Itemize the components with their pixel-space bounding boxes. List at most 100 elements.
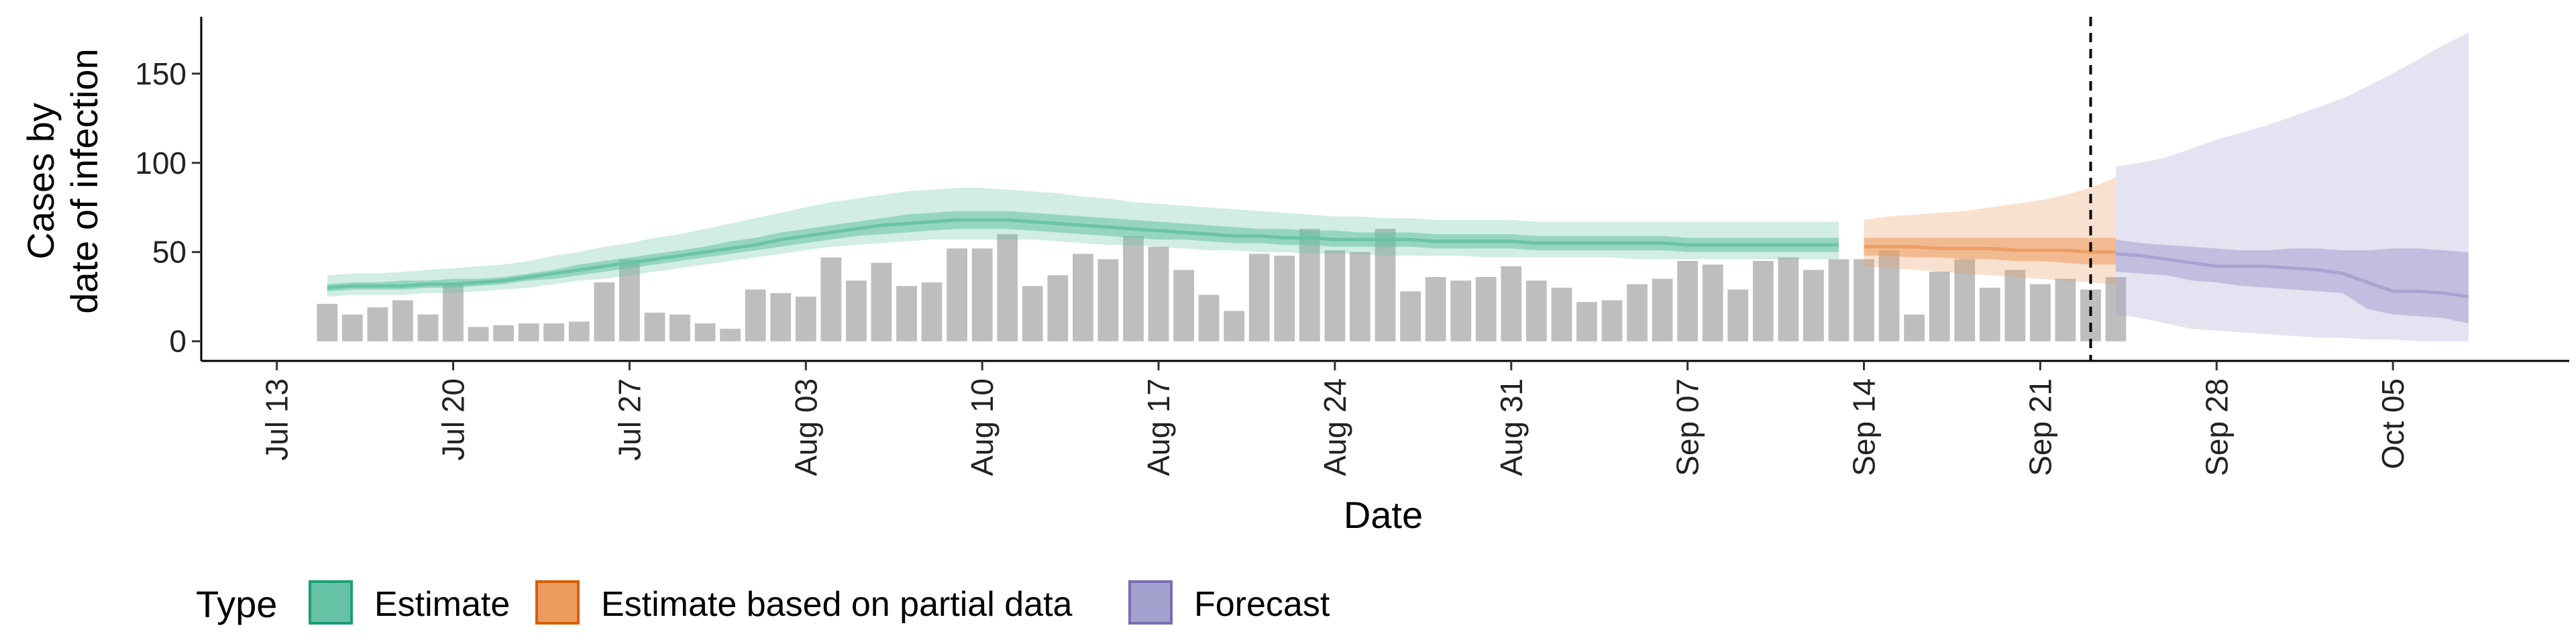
x-tick-label: Sep 07: [1670, 378, 1705, 476]
estimate-outer-band: [327, 188, 1839, 297]
case-bar: [468, 327, 489, 341]
case-bar: [896, 286, 917, 341]
case-bar: [392, 300, 413, 341]
case-bar: [997, 234, 1018, 341]
forecast-median-line: [2115, 252, 2469, 299]
case-bar: [1097, 259, 1119, 341]
legend-label: Forecast: [1194, 585, 1330, 624]
case-bar: [1425, 277, 1446, 341]
case-bar: [846, 280, 867, 341]
case-bar: [1904, 314, 1925, 341]
forecast-inner-band: [2116, 239, 2469, 324]
case-bar: [1400, 291, 1421, 341]
case-bar: [1248, 254, 1270, 341]
case-bar: [1778, 257, 1799, 341]
case-bar: [2105, 277, 2127, 341]
case-bar: [1929, 272, 1950, 341]
x-tick-label: Sep 14: [1847, 378, 1882, 476]
case-bar: [1475, 277, 1497, 341]
case-bar: [1198, 294, 1220, 341]
case-bar: [443, 284, 464, 341]
case-bar: [770, 292, 792, 341]
x-tick-label: Jul 13: [260, 378, 294, 461]
case-bar: [694, 323, 716, 341]
case-bar: [1878, 250, 1900, 341]
case-bar: [669, 314, 690, 341]
case-bar: [1601, 300, 1623, 341]
case-bar: [317, 303, 338, 341]
case-bar: [2030, 284, 2051, 341]
legend-key: [1128, 580, 1173, 625]
case-bar: [2004, 270, 2026, 341]
case-bar: [1525, 280, 1547, 341]
case-bar: [1450, 280, 1472, 341]
x-tick-label: Oct 05: [2375, 378, 2410, 470]
case-bar: [568, 321, 590, 341]
case-bar: [1073, 254, 1093, 341]
case-bar: [947, 248, 967, 341]
x-axis-title: Date: [1344, 494, 1423, 536]
estimate-based-on-partial-data-inner-band: [1864, 237, 2116, 265]
case-bar: [1324, 250, 1346, 341]
case-bar: [1173, 270, 1194, 341]
case-bar: [745, 289, 766, 341]
case-bar: [1299, 229, 1320, 341]
case-bar: [518, 323, 539, 341]
case-bar: [795, 297, 816, 341]
case-bar: [1727, 289, 1749, 341]
case-bar: [1854, 259, 1874, 341]
case-bar: [1627, 284, 1648, 341]
case-bar: [1576, 302, 1597, 341]
case-bar: [1047, 275, 1069, 341]
x-tick-label: Aug 24: [1318, 378, 1352, 476]
x-tick-label: Sep 21: [2023, 378, 2057, 476]
case-bar: [1501, 266, 1522, 341]
case-bar: [1702, 264, 1723, 341]
case-bar: [871, 262, 892, 341]
case-bar: [493, 325, 514, 341]
y-tick-label: 50: [152, 235, 186, 270]
case-bar: [417, 314, 439, 341]
x-tick-label: Jul 27: [612, 378, 647, 461]
case-bar: [341, 314, 363, 341]
estimate-based-on-partial-data-median-line: [1864, 245, 2116, 254]
case-bar: [1954, 259, 1976, 341]
case-bar: [1274, 256, 1295, 341]
legend-key: [535, 580, 580, 625]
case-bar: [1350, 252, 1371, 341]
y-tick-label: 0: [169, 324, 186, 359]
estimate-median-line: [327, 218, 1839, 290]
legend: Type Estimate Estimate based on partial d…: [196, 580, 1330, 625]
case-bar: [720, 329, 741, 341]
case-bar: [543, 323, 565, 341]
case-bar: [644, 313, 665, 341]
legend-key: [309, 580, 353, 625]
x-tick-label: Aug 31: [1494, 378, 1529, 476]
case-bar: [1224, 311, 1245, 341]
y-tick-label: 150: [135, 56, 186, 91]
case-bar: [1022, 286, 1043, 341]
x-tick-label: Sep 28: [2199, 378, 2234, 476]
x-tick-label: Aug 10: [965, 378, 1000, 476]
y-axis-title-line-1: Cases by: [19, 103, 62, 259]
plot-area: [317, 17, 2469, 361]
legend-label: Estimate based on partial data: [601, 585, 1073, 624]
case-bar: [1652, 278, 1673, 341]
case-bar: [971, 248, 993, 341]
case-bar: [1123, 235, 1144, 341]
case-bar: [367, 307, 388, 341]
legend-label: Estimate: [374, 585, 510, 624]
y-axis-title-line-2: date of infection: [63, 48, 105, 313]
case-bar: [1828, 259, 1849, 341]
axes: 0 50 100 150 Jul 13 Jul 20 Jul 27 Aug 03 Aug 10 A…: [135, 17, 2569, 476]
x-tick-label: Jul 20: [436, 378, 471, 461]
case-bar: [1375, 229, 1396, 341]
case-bar: [1148, 246, 1169, 341]
x-tick-label: Aug 17: [1141, 378, 1176, 476]
x-tick-label: Aug 03: [788, 378, 823, 476]
case-bar: [619, 259, 640, 341]
case-bar: [1803, 270, 1824, 341]
y-tick-label: 100: [135, 146, 186, 180]
case-bar: [1677, 261, 1698, 341]
